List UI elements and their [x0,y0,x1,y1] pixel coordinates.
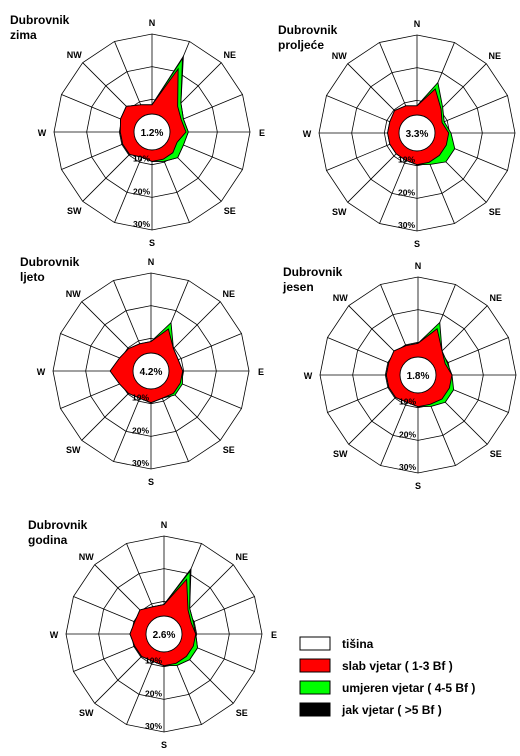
direction-label: SE [223,445,235,455]
direction-label: N [161,520,168,530]
legend-swatch [299,636,331,651]
direction-label: SE [236,708,248,718]
legend-label: slab vjetar ( 1-3 Bf ) [342,659,453,673]
direction-label: NE [224,50,237,60]
ring-label: 10% [132,393,149,403]
calm-label: 1.8% [407,371,430,382]
calm-circle [133,113,171,151]
calm-circle [145,615,183,653]
ring-label: 30% [145,721,162,731]
ring-label: 30% [398,220,415,230]
calm-label: 3.3% [406,129,429,140]
direction-label: S [149,238,155,248]
direction-label: S [415,481,421,491]
direction-label: W [50,630,59,640]
calm-circle [399,356,437,394]
ring-label: 20% [145,688,162,698]
legend-item: slab vjetar ( 1-3 Bf ) [299,658,453,673]
grid [65,535,263,733]
direction-label: N [415,261,422,271]
calm-circle [132,352,170,390]
ring-label: 10% [133,154,150,164]
direction-label: NE [489,51,502,61]
chart-subtitle: jesen [282,280,314,294]
calm-label: 4.2% [140,367,163,378]
chart-subtitle: zima [10,28,37,42]
direction-label: S [414,239,420,249]
direction-label: NW [67,50,82,60]
legend-swatch [299,702,331,717]
chart-subtitle: proljeće [278,38,324,52]
direction-label: W [37,367,46,377]
direction-label: S [148,477,154,487]
direction-label: S [161,740,167,750]
direction-label: NE [490,293,503,303]
direction-label: NW [66,289,81,299]
direction-label: SE [490,449,502,459]
ring-label: 20% [133,186,150,196]
wind-rose-proljeće: Dubrovnikproljeće3.3%10%20%30%NNEESESSWW… [278,19,516,249]
direction-label: SE [489,207,501,217]
chart-title: Dubrovnik [283,265,343,279]
chart-title: Dubrovnik [20,255,80,269]
direction-label: E [259,128,265,138]
calm-circle [398,114,436,152]
calm-label: 1.2% [141,128,164,139]
direction-label: NE [236,552,249,562]
legend: tišina slab vjetar ( 1-3 Bf ) umjeren vjet… [299,636,475,717]
direction-label: SE [224,206,236,216]
direction-label: W [304,371,313,381]
ring-label: 10% [145,656,162,666]
direction-label: SW [332,207,347,217]
direction-label: W [38,128,47,138]
direction-label: N [414,19,421,29]
legend-item: umjeren vjetar ( 4-5 Bf ) [299,680,475,695]
direction-label: NW [333,293,348,303]
direction-label: NW [332,51,347,61]
chart-title: Dubrovnik [28,518,88,532]
legend-swatch [299,658,331,673]
legend-label: umjeren vjetar ( 4-5 Bf ) [342,681,475,695]
chart-subtitle: ljeto [20,270,45,284]
legend-item: tišina [299,636,374,651]
ring-label: 20% [398,187,415,197]
direction-label: E [271,630,277,640]
legend-swatch [299,680,331,695]
direction-label: NE [223,289,236,299]
ring-label: 10% [399,397,416,407]
ring-label: 20% [132,425,149,435]
chart-subtitle: godina [28,533,68,547]
direction-label: SW [333,449,348,459]
legend-label: jak vjetar ( >5 Bf ) [341,703,442,717]
direction-label: W [303,129,312,139]
direction-label: N [149,18,156,28]
ring-label: 10% [398,155,415,165]
ring-label: 30% [133,219,150,229]
ring-label: 20% [399,429,416,439]
direction-label: SW [67,206,82,216]
calm-label: 2.6% [153,630,176,641]
direction-label: SW [79,708,94,718]
chart-title: Dubrovnik [278,23,338,37]
direction-label: SW [66,445,81,455]
legend-item: jak vjetar ( >5 Bf ) [299,702,442,717]
ring-label: 30% [132,458,149,468]
ring-label: 30% [399,462,416,472]
chart-title: Dubrovnik [10,13,70,27]
direction-label: N [148,257,155,267]
direction-label: E [258,367,264,377]
legend-label: tišina [342,637,374,651]
direction-label: NW [79,552,94,562]
